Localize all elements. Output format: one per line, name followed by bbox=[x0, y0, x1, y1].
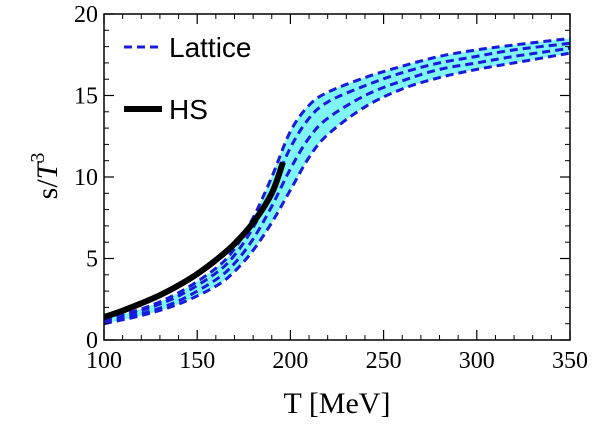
y-tick-label: 5 bbox=[86, 247, 98, 273]
x-tick-label: 100 bbox=[86, 348, 122, 374]
y-tick-label: 20 bbox=[74, 2, 98, 28]
ticks: 100 150 200 250 300 350 0 5 10 15 20 bbox=[74, 2, 588, 374]
plot-area bbox=[104, 36, 570, 326]
x-tick-label: 250 bbox=[366, 348, 402, 374]
y-axis-title: s/T3 bbox=[27, 153, 64, 200]
lattice-curve-2 bbox=[104, 41, 570, 322]
x-tick-label: 150 bbox=[179, 348, 215, 374]
lattice-curve-1 bbox=[104, 36, 570, 321]
lattice-curve-3 bbox=[104, 46, 570, 324]
x-tick-label: 350 bbox=[552, 348, 588, 374]
y-tick-label: 0 bbox=[86, 328, 98, 354]
x-tick-label: 200 bbox=[272, 348, 308, 374]
y-tick-label: 10 bbox=[74, 165, 98, 191]
lattice-curve-4 bbox=[104, 51, 570, 326]
x-axis-title: T [MeV] bbox=[284, 387, 391, 420]
hs-curve bbox=[104, 161, 286, 321]
lattice-band bbox=[104, 38, 570, 324]
legend: Lattice HS bbox=[124, 32, 252, 125]
svg-text:s/T3: s/T3 bbox=[27, 153, 64, 200]
legend-hs-label: HS bbox=[169, 94, 208, 125]
y-axis-title-main: s/ bbox=[31, 179, 64, 200]
x-tick-label: 300 bbox=[459, 348, 495, 374]
y-axis-title-var: T bbox=[31, 160, 64, 179]
legend-lattice-label: Lattice bbox=[169, 32, 252, 63]
y-tick-label: 15 bbox=[74, 84, 98, 110]
y-axis-title-exponent: 3 bbox=[27, 153, 49, 163]
